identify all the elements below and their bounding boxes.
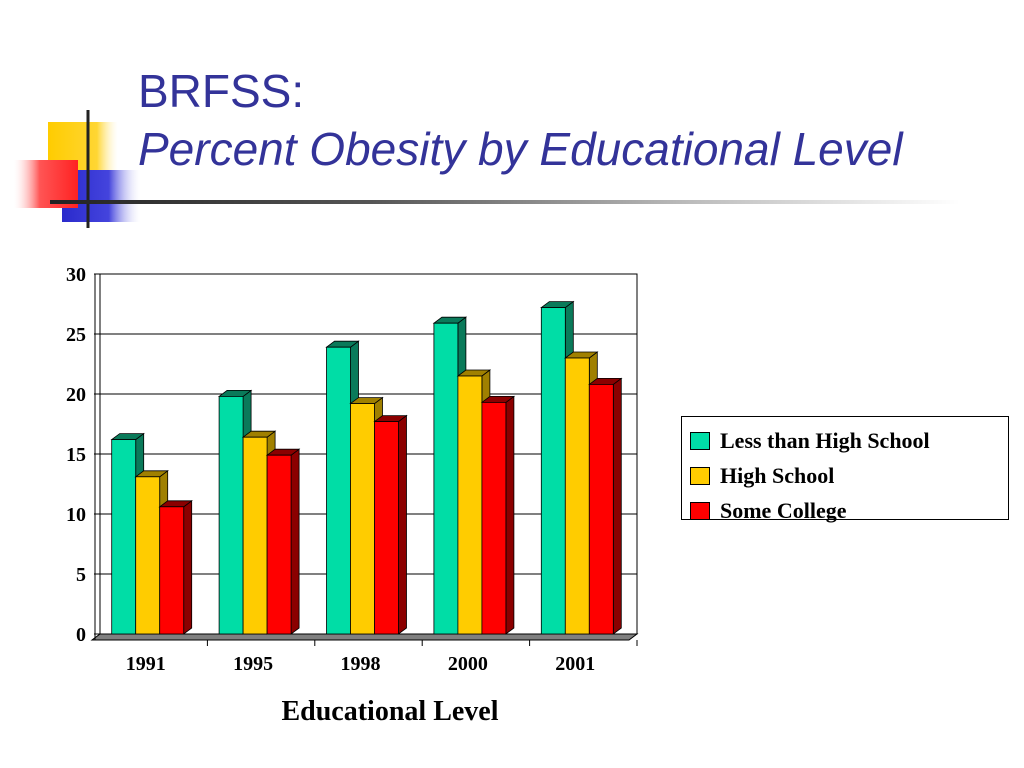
- y-tick-label: 10: [66, 504, 86, 526]
- title-line-1: BRFSS:: [138, 65, 305, 117]
- bar: [480, 395, 516, 635]
- bar-front: [159, 506, 185, 635]
- bar-front: [457, 375, 483, 635]
- bar: [588, 377, 623, 635]
- bar: [158, 499, 193, 635]
- legend-swatch: [690, 466, 710, 485]
- bar-front: [242, 436, 268, 635]
- bar: [265, 448, 301, 635]
- bar-front: [135, 476, 161, 635]
- x-tick-label: 2001: [555, 653, 595, 675]
- bar-front: [481, 401, 507, 635]
- legend-swatch: [690, 431, 710, 450]
- bar-front: [266, 454, 292, 635]
- bar-front: [588, 383, 614, 635]
- legend-item: High School: [690, 458, 1008, 493]
- bar-front: [564, 357, 590, 635]
- bar-front: [433, 322, 459, 635]
- y-tick-label: 25: [66, 324, 86, 346]
- legend-item: Less than High School: [690, 423, 1008, 458]
- bars: [110, 300, 623, 635]
- x-axis-title: Educational Level: [281, 696, 498, 727]
- bar-front: [218, 395, 244, 635]
- legend-label: High School: [720, 462, 835, 488]
- y-tick-label: 5: [76, 564, 86, 586]
- bar-side: [505, 395, 515, 635]
- y-tick-label: 0: [76, 624, 86, 646]
- chart-legend: Less than High School High School Some Col…: [681, 416, 1009, 523]
- title-line-2: Percent Obesity by Educational Level: [138, 123, 903, 175]
- bar-side: [398, 414, 407, 635]
- bar-side: [612, 377, 622, 635]
- legend-label: Less than High School: [720, 427, 930, 453]
- bar-side: [183, 499, 193, 635]
- axis-labels: 0 5 10 15 20 25 30 1991 1995 1998 2000 2001: [66, 264, 595, 675]
- bar-front: [350, 403, 375, 635]
- bar: [373, 414, 408, 635]
- y-tick-label: 15: [66, 444, 86, 466]
- title-underline: [50, 200, 960, 204]
- bar-side: [290, 448, 300, 635]
- slide-title: BRFSS: Percent Obesity by Educational Le…: [138, 62, 903, 178]
- chart-floor: [90, 633, 639, 641]
- x-tick-label: 2000: [448, 653, 488, 675]
- bar-front: [540, 307, 566, 635]
- legend-label: Some College: [720, 497, 847, 523]
- y-tick-label: 30: [66, 264, 86, 286]
- x-tick-label: 1991: [126, 653, 166, 675]
- y-tick-label: 20: [66, 384, 86, 406]
- legend-swatch: [690, 501, 710, 520]
- x-tick-label: 1998: [341, 653, 381, 675]
- legend-item: Some College: [690, 493, 1008, 528]
- bar-front: [374, 421, 399, 635]
- decorative-logo: [14, 110, 140, 228]
- bar-front: [111, 439, 137, 635]
- x-tick-label: 1995: [233, 653, 273, 675]
- bar-front: [326, 346, 351, 635]
- axes: [90, 273, 639, 646]
